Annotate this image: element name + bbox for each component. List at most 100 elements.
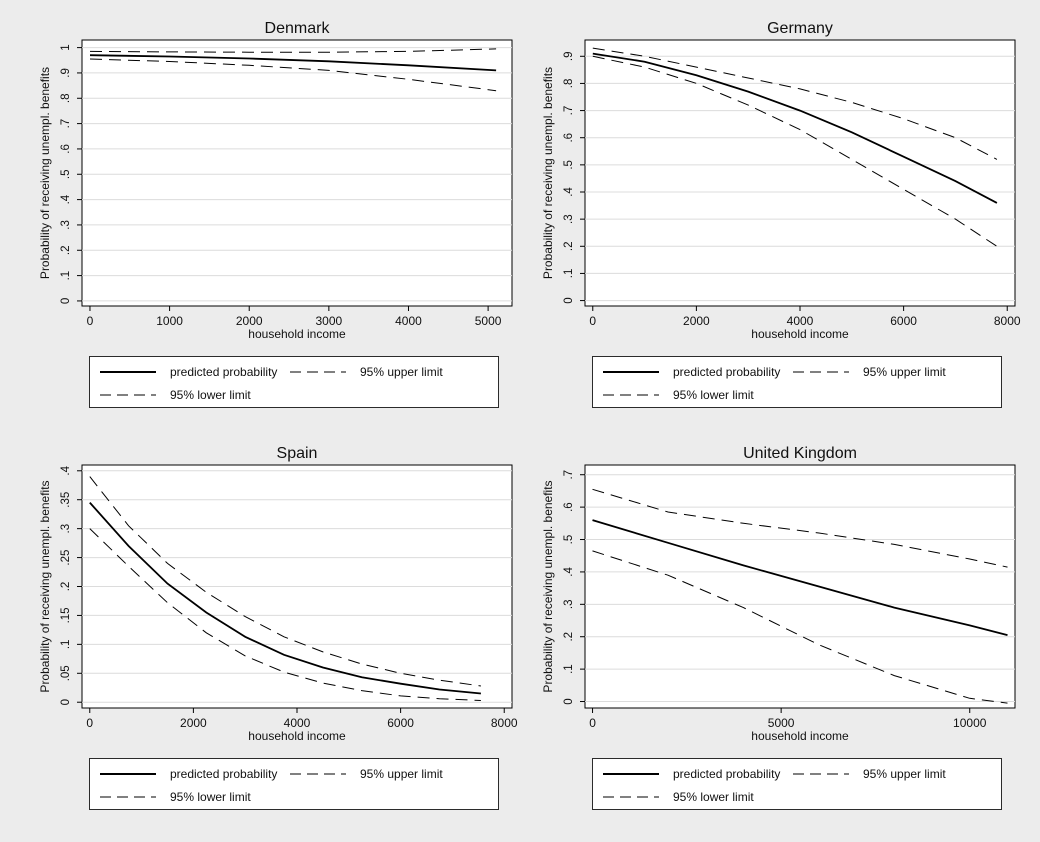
legend-item-predicted: predicted probability [100,766,277,782]
y-tick-label: .2 [60,582,72,592]
chart-title: Denmark [265,20,331,37]
x-tick-label: 6000 [890,314,917,328]
y-tick-label: .4 [60,465,72,475]
x-tick-label: 1000 [156,314,183,328]
series-lower-limit [592,55,998,247]
solid-line-swatch [603,773,659,775]
x-tick-label: 4000 [787,314,814,328]
series-upper-limit [89,48,497,53]
legend-item-predicted: predicted probability [603,766,780,782]
legend-denmark: predicted probability 95% upper limit 95… [89,356,499,408]
y-tick-label: .6 [563,133,575,143]
solid-line-swatch [100,773,156,775]
y-tick-label: 0 [60,298,72,304]
y-tick-label: .15 [60,607,72,623]
legend-item-predicted: predicted probability [603,364,780,380]
x-tick-label: 8000 [994,314,1021,328]
legend-item-upper: 95% upper limit [290,766,443,782]
y-tick-label: .6 [60,144,72,154]
dashed-line-swatch [603,394,659,396]
series-predicted [592,52,998,204]
panel-united-kingdom: United Kingdom 0 .1 .2 .3 .4 .5 .6 .7 0 5000 10000 h… [541,445,1016,743]
legend-label: 95% lower limit [170,388,251,402]
panel-spain: Spain 0 .05 .1 .15 .2 .25 .3 .35 .4 0 2000 4000 6000 8… [38,445,518,743]
x-tick-label: 4000 [284,716,311,730]
y-tick-label: .7 [563,470,575,480]
series-lower-limit [592,550,1008,704]
chart-title: United Kingdom [743,445,857,462]
y-tick-label: .6 [563,502,575,512]
legend-label: 95% lower limit [673,790,754,804]
y-tick-label: .8 [60,93,72,103]
y-tick-label: .1 [563,664,575,674]
legend-label: predicted probability [673,365,781,379]
y-tick-label: .1 [563,269,575,279]
x-tick-label: 5000 [475,314,502,328]
dashed-line-swatch [793,371,849,373]
y-tick-label: .4 [60,194,72,204]
legend-item-lower: 95% lower limit [100,789,251,805]
panel-denmark: Denmark 0 .1 .2 .3 .4 .5 .6 .7 .8 .9 1 0 1000 2000 3000… [38,20,513,341]
y-tick-label: .5 [563,160,575,170]
legend-item-lower: 95% lower limit [100,387,251,403]
x-tick-label: 2000 [236,314,263,328]
y-tick-label: .25 [60,550,72,566]
y-tick-label: .2 [60,245,72,255]
legend-label: predicted probability [170,767,278,781]
y-tick-label: .3 [563,600,575,610]
solid-line-swatch [603,371,659,373]
series-upper-limit [89,476,481,687]
y-tick-label: .3 [60,524,72,534]
x-tick-label: 5000 [768,716,795,730]
y-tick-label: .4 [563,187,575,197]
y-axis-label: Probability of receiving unempl. benefit… [541,67,555,279]
x-tick-label: 8000 [491,716,518,730]
legend-label: 95% upper limit [360,365,443,379]
legend-label: 95% lower limit [170,790,251,804]
x-axis-label: household income [248,327,346,341]
y-tick-label: .7 [563,106,575,116]
series-predicted [89,54,497,72]
y-tick-label: .2 [563,241,575,251]
y-tick-label: .4 [563,567,575,577]
chart-title: Spain [277,445,318,462]
x-tick-label: 0 [589,716,596,730]
y-tick-label: 0 [563,297,575,303]
series-predicted [592,519,1008,636]
x-axis-label: household income [751,729,849,743]
y-tick-label: .5 [563,535,575,545]
legend-label: predicted probability [170,365,278,379]
series-upper-limit [592,47,998,160]
legend-item-lower: 95% lower limit [603,387,754,403]
legend-united-kingdom: predicted probability 95% upper limit 95… [592,758,1002,810]
legend-spain: predicted probability 95% upper limit 95… [89,758,499,810]
legend-item-upper: 95% upper limit [793,766,946,782]
y-tick-label: .1 [60,640,72,650]
y-tick-label: .05 [60,665,72,681]
y-tick-label: 1 [60,44,72,50]
legend-item-lower: 95% lower limit [603,789,754,805]
y-tick-label: .2 [563,632,575,642]
legend-label: predicted probability [673,767,781,781]
y-tick-label: .9 [60,68,72,78]
x-tick-label: 3000 [316,314,343,328]
series-predicted [89,502,481,695]
y-tick-label: .9 [563,51,575,61]
legend-germany: predicted probability 95% upper limit 95… [592,356,1002,408]
y-tick-label: .8 [563,79,575,89]
x-tick-label: 0 [589,314,596,328]
dashed-line-swatch [290,371,346,373]
y-tick-label: .1 [60,271,72,281]
series-upper-limit [592,488,1008,568]
dashed-line-swatch [603,796,659,798]
y-axis-label: Probability of receiving unempl. benefit… [541,480,555,692]
y-tick-label: .35 [60,492,72,508]
dashed-line-swatch [100,394,156,396]
legend-label: 95% upper limit [863,767,946,781]
y-tick-label: .7 [60,119,72,129]
legend-label: 95% lower limit [673,388,754,402]
y-tick-label: 0 [563,698,575,704]
y-tick-label: .3 [563,214,575,224]
plot-area [584,464,1016,709]
x-tick-label: 0 [87,314,94,328]
